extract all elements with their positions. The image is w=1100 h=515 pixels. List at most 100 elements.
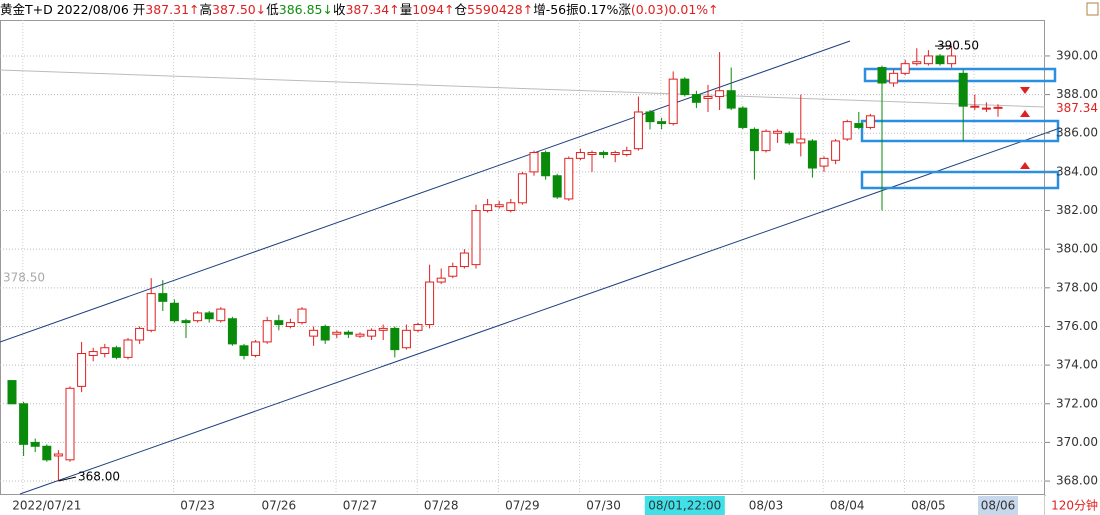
- zone-box: [860, 119, 1060, 143]
- ref-label: 378.50: [3, 271, 45, 285]
- candle-body: [680, 78, 690, 96]
- candle-body: [587, 152, 597, 155]
- stat-value: 387.31↑: [145, 2, 200, 17]
- plot-frame: [0, 20, 1045, 495]
- candle-body: [842, 121, 852, 140]
- candle-body: [401, 329, 411, 349]
- candle-body: [506, 202, 516, 212]
- channel-top: [0, 40, 851, 343]
- candle-body: [703, 96, 713, 99]
- candle-body: [88, 351, 98, 356]
- candle-body: [633, 111, 643, 150]
- period-box[interactable]: [1045, 496, 1100, 515]
- candle-body: [123, 339, 133, 358]
- stat-value: -56: [545, 2, 567, 17]
- stat-value: 386.85↓: [278, 2, 333, 17]
- candle-body: [425, 281, 435, 326]
- candle-body: [622, 150, 632, 155]
- candle-body: [30, 441, 40, 447]
- instrument-name: 黄金T+D: [0, 2, 53, 17]
- x-tick-label: 07/28: [424, 499, 459, 513]
- candle-body: [796, 138, 806, 144]
- candle-body: [831, 140, 841, 161]
- candle-body: [599, 152, 609, 155]
- stat-value: 387.50↓: [212, 2, 267, 17]
- x-tick-label: 07/29: [505, 499, 540, 513]
- candle-body: [889, 72, 899, 84]
- candle-body: [459, 252, 469, 268]
- candle-body: [100, 347, 110, 355]
- candle-body: [923, 55, 933, 65]
- candle-body: [7, 380, 17, 405]
- candle-body: [135, 327, 145, 341]
- candle-body: [981, 107, 991, 110]
- candle-body: [970, 105, 980, 108]
- candle-body: [657, 121, 667, 125]
- candle-body: [517, 173, 527, 204]
- candle-body: [309, 329, 319, 337]
- x-label-highlight: [644, 496, 725, 515]
- candle-body: [239, 345, 249, 356]
- candle-body: [355, 333, 365, 337]
- candle-body: [285, 322, 295, 327]
- y-tick-label: 376.00: [1056, 319, 1098, 333]
- x-tick-label: 07/23: [180, 499, 215, 513]
- stat-label: 增: [533, 2, 546, 17]
- candle-body: [193, 312, 203, 322]
- candle-body: [158, 293, 168, 302]
- min-label: 368.00: [78, 470, 120, 484]
- candle-body: [413, 324, 423, 331]
- candle-body: [274, 320, 284, 326]
- candle-body: [471, 210, 481, 266]
- candle-body: [390, 327, 400, 351]
- candle-body: [773, 130, 783, 134]
- x-tick-label: 08/05: [911, 499, 946, 513]
- candle-body: [367, 329, 377, 337]
- candle-body: [378, 327, 388, 331]
- y-tick-label: 382.00: [1056, 203, 1098, 217]
- header: 黄金T+D 2022/08/06 开387.31↑高387.50↓低386.85…: [0, 0, 719, 20]
- candle-body: [575, 152, 585, 159]
- candle-body: [65, 387, 75, 461]
- candle-body: [77, 353, 87, 387]
- candle-body: [564, 157, 574, 200]
- candle-body: [610, 152, 620, 155]
- candle-body: [343, 331, 353, 335]
- candle-body: [204, 312, 214, 320]
- candle-body: [42, 445, 52, 461]
- candle-body: [715, 90, 725, 98]
- y-tick-label: 372.00: [1056, 396, 1098, 410]
- candle-body: [912, 61, 922, 65]
- stat-value: 0.17%: [578, 2, 619, 17]
- candle-body: [251, 341, 261, 356]
- candle-body: [297, 308, 307, 324]
- stat-label: 收: [332, 2, 346, 17]
- candle-body: [227, 318, 237, 345]
- candle-body: [947, 55, 957, 65]
- candle-body: [726, 90, 736, 109]
- candle-body: [865, 115, 875, 128]
- candle-body: [691, 94, 701, 103]
- candle-body: [738, 107, 748, 128]
- date: 2022/08/06: [56, 2, 129, 17]
- candle-body: [146, 293, 156, 331]
- stat-value: 387.34↑: [345, 2, 400, 17]
- candle-body: [483, 204, 493, 212]
- arrow-down: [1020, 87, 1030, 94]
- candle-body: [958, 72, 968, 107]
- x-tick-label: 2022/07/21: [12, 499, 81, 513]
- x-tick-label: 08/01,22:00: [648, 499, 721, 513]
- y-tick-label: 378.00: [1056, 280, 1098, 294]
- candle-body: [784, 132, 794, 144]
- candle-body: [169, 302, 179, 322]
- candle-body: [332, 331, 342, 335]
- y-tick-label: 388.00: [1056, 87, 1098, 101]
- candle-body: [993, 106, 1003, 109]
- candle-body: [749, 128, 759, 152]
- x-tick-label: 08/06: [981, 499, 1016, 513]
- x-tick-label: 07/30: [586, 499, 621, 513]
- y-tick-label: 370.00: [1056, 435, 1098, 449]
- settings-icon[interactable]: [1086, 2, 1099, 16]
- candle-body: [668, 78, 678, 125]
- period-label[interactable]: 120分钟: [1051, 498, 1098, 513]
